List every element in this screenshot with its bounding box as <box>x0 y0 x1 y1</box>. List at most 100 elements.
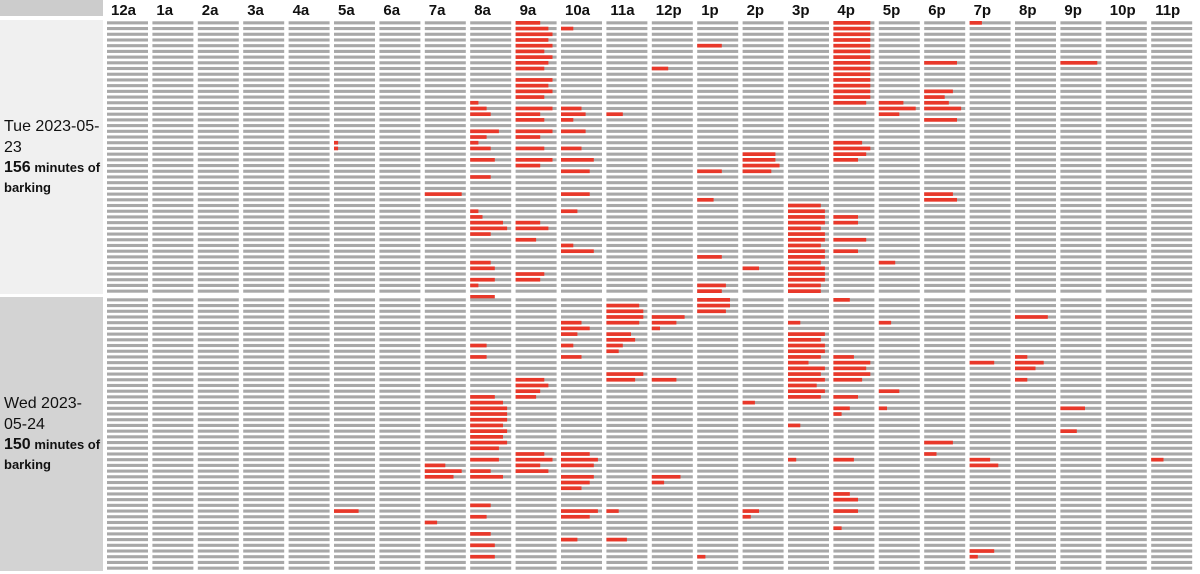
minute-row <box>742 475 784 479</box>
minute-row <box>243 441 285 445</box>
minute-row <box>606 72 648 76</box>
bark-segment <box>833 355 854 359</box>
minute-row <box>697 475 739 479</box>
minute-row <box>1060 32 1102 36</box>
minute-row <box>334 124 375 128</box>
minute-row <box>969 95 1011 99</box>
minute-row <box>924 355 966 359</box>
bark-segment <box>515 95 545 99</box>
minute-row <box>243 549 285 553</box>
minute-row <box>697 158 739 162</box>
minute-row <box>924 338 966 342</box>
bark-segment <box>470 220 503 225</box>
minute-row <box>152 169 194 173</box>
minute-row <box>152 203 194 208</box>
minute-row <box>334 486 375 490</box>
minute-row <box>788 315 829 319</box>
bark-segment <box>833 412 842 416</box>
bark-segment <box>833 366 867 371</box>
bark-segment <box>515 389 541 394</box>
minute-row <box>561 492 602 496</box>
minute-row <box>788 526 829 530</box>
minute-row <box>379 538 421 542</box>
minute-row <box>152 452 194 456</box>
bark-segment <box>833 100 867 105</box>
minute-row <box>1015 32 1056 36</box>
minute-row <box>833 475 875 479</box>
minute-row <box>742 480 784 485</box>
minute-row <box>470 560 512 564</box>
minute-row <box>924 232 966 236</box>
bark-segment <box>833 457 854 462</box>
minute-row <box>742 343 784 348</box>
minute-row <box>424 21 466 25</box>
minute-row <box>379 446 421 450</box>
bark-segment <box>742 158 776 162</box>
bark-segment <box>561 355 582 359</box>
minute-row <box>288 27 330 31</box>
minute-row <box>697 349 739 353</box>
bark-segment <box>651 474 681 479</box>
minute-row <box>1105 452 1147 456</box>
minute-row <box>788 543 829 547</box>
minute-row <box>969 21 1011 25</box>
bark-segment <box>470 474 503 479</box>
minute-row <box>197 272 239 276</box>
minute-row <box>379 55 421 59</box>
minute-row <box>1060 492 1102 496</box>
minute-row <box>424 549 466 553</box>
bark-segment <box>470 215 483 219</box>
minute-row <box>878 158 920 162</box>
hour-label-2p: 2p <box>747 2 765 19</box>
minute-row <box>288 549 330 553</box>
minute-row <box>288 146 330 150</box>
minute-row <box>1151 520 1193 525</box>
minute-row <box>924 309 966 313</box>
minute-row <box>515 401 557 405</box>
minute-row <box>107 186 148 190</box>
minute-row <box>1015 321 1056 325</box>
minute-row <box>651 21 693 25</box>
minute-row <box>243 395 285 399</box>
minute-row <box>788 198 829 202</box>
minute-row <box>742 492 784 496</box>
minute-row <box>152 215 194 219</box>
minute-row <box>651 332 693 336</box>
minute-row <box>1060 372 1102 376</box>
minute-row <box>379 78 421 82</box>
minute-row <box>878 401 920 405</box>
minute-row <box>1105 389 1147 393</box>
minute-row <box>742 44 784 48</box>
minute-row <box>1105 326 1147 330</box>
minute-row <box>470 61 512 65</box>
minute-row <box>878 441 920 445</box>
minute-row <box>1105 272 1147 276</box>
minute-row <box>515 446 557 450</box>
minute-row <box>606 21 648 25</box>
hour-column-12p <box>651 298 693 570</box>
minute-row <box>1105 526 1147 530</box>
bark-segment <box>924 192 953 196</box>
minute-row <box>1105 89 1147 93</box>
minute-row <box>697 361 739 365</box>
bark-segment <box>924 106 962 111</box>
minute-row <box>379 378 421 382</box>
bark-segment <box>606 332 631 336</box>
minute-row <box>334 232 375 236</box>
bark-segment <box>470 129 499 134</box>
minute-row <box>742 181 784 185</box>
minute-row <box>424 152 466 156</box>
minute-row <box>697 458 739 462</box>
minute-row <box>288 486 330 490</box>
minute-row <box>742 395 784 399</box>
minute-row <box>1151 383 1193 388</box>
day-label-wed: Wed 2023-05-24 150 minutes of barking <box>0 297 104 571</box>
minute-row <box>606 55 648 59</box>
minute-row <box>651 343 693 348</box>
minute-row <box>1151 366 1193 370</box>
minute-row <box>515 526 557 530</box>
minute-row <box>1151 526 1193 530</box>
bark-segment <box>833 220 858 225</box>
minute-row <box>651 78 693 82</box>
minute-row <box>788 135 829 139</box>
